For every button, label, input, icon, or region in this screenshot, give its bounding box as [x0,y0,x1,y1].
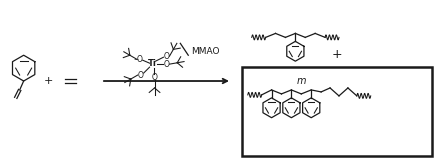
Text: +: + [332,48,343,61]
Text: O: O [163,52,170,61]
Text: O: O [138,71,144,80]
Bar [242,67,432,156]
Text: Ti: Ti [148,59,157,68]
Text: O: O [152,73,158,82]
Text: −: − [133,57,138,62]
Text: +: + [44,76,53,86]
Text: O: O [137,55,143,64]
Text: MMAO: MMAO [191,47,220,56]
Text: O: O [163,60,170,69]
Text: m: m [297,76,306,86]
